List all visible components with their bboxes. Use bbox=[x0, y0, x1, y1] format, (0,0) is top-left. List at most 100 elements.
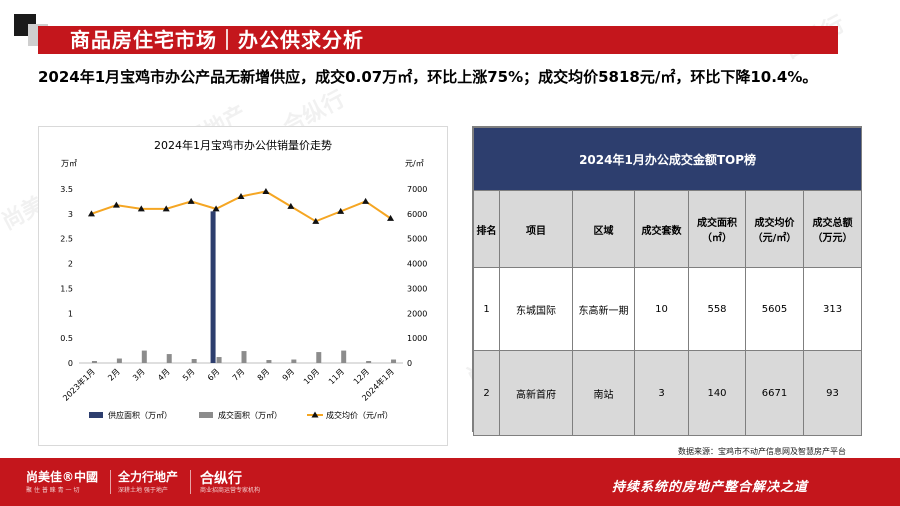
legend-label: 成交均价（元/㎡） bbox=[326, 410, 393, 420]
y2-tick-label: 2000 bbox=[407, 309, 427, 318]
x-tick-label: 7月 bbox=[231, 367, 247, 383]
avg-price-point bbox=[362, 197, 370, 204]
deal-area-bar bbox=[341, 350, 347, 363]
deal-area-bar bbox=[316, 352, 322, 363]
table-row: 2 高新首府 南站 3 140 6671 93 bbox=[473, 350, 863, 436]
y2-axis-unit: 元/㎡ bbox=[405, 159, 424, 168]
chart-panel: 2024年1月宝鸡市办公供销量价走势 万㎡ 元/㎡ 0 0.5 1 1.5 2 2.5 3 3… bbox=[38, 126, 448, 446]
avg-price-point bbox=[237, 192, 245, 199]
deal-area-bar bbox=[366, 361, 372, 363]
legend-swatch bbox=[199, 412, 213, 418]
brand-tagline: 商业招商运营专家机构 bbox=[200, 487, 261, 494]
deal-area-bar bbox=[191, 359, 197, 363]
y2-tick-label: 0 bbox=[407, 359, 412, 368]
cell-project: 东城国际 bbox=[499, 267, 573, 351]
footer-bar: 尚美佳®中國 聚 住 普 睐 青 一 切 全力行地产 深耕土地 强于地产 合纵行… bbox=[0, 458, 900, 506]
deal-area-bar bbox=[266, 360, 272, 363]
x-tick-label: 5月 bbox=[181, 367, 197, 383]
cell-district: 东高新一期 bbox=[572, 267, 635, 351]
col-header-units: 成交套数 bbox=[634, 190, 689, 268]
col-header-area: 成交面积（㎡） bbox=[688, 190, 746, 268]
avg-price-point bbox=[137, 205, 145, 212]
table-row: 1 东城国际 东高新一期 10 558 5605 313 bbox=[473, 267, 863, 351]
col-header-district: 区域 bbox=[572, 190, 635, 268]
deal-area-bar bbox=[291, 359, 297, 363]
y-axis-unit: 万㎡ bbox=[61, 159, 77, 168]
avg-price-point bbox=[312, 217, 320, 224]
deal-area-bar bbox=[91, 361, 97, 363]
avg-price-point bbox=[287, 202, 295, 209]
avg-price-point bbox=[162, 205, 170, 212]
deal-area-bar bbox=[141, 350, 147, 363]
brand-divider bbox=[190, 470, 191, 494]
cell-total: 93 bbox=[802, 350, 863, 436]
avg-price-point bbox=[112, 201, 120, 208]
avg-price-point bbox=[187, 197, 195, 204]
cell-units: 3 bbox=[634, 350, 689, 436]
chart-title: 2024年1月宝鸡市办公供销量价走势 bbox=[154, 138, 332, 152]
x-tick-label: 6月 bbox=[206, 367, 222, 383]
y2-tick-label: 3000 bbox=[407, 284, 427, 293]
col-header-avg-price: 成交均价（元/㎡） bbox=[745, 190, 804, 268]
brand-logo-hezongxing: 合纵行 bbox=[200, 471, 242, 487]
brand-tagline: 聚 住 普 睐 青 一 切 bbox=[26, 487, 80, 494]
data-source-note: 数据来源：宝鸡市不动产信息网及智慧房产平台 bbox=[678, 447, 846, 456]
supply-area-bar bbox=[210, 211, 216, 363]
deal-area-bar bbox=[241, 351, 247, 363]
cell-project: 高新首府 bbox=[499, 350, 573, 436]
cell-avg-price: 6671 bbox=[745, 350, 804, 436]
y-tick-label: 1.5 bbox=[60, 284, 73, 293]
x-tick-label: 8月 bbox=[256, 367, 272, 383]
avg-price-point bbox=[337, 207, 345, 214]
deal-area-bar bbox=[166, 354, 172, 363]
y2-tick-label: 6000 bbox=[407, 210, 427, 219]
deal-area-bar bbox=[116, 358, 122, 363]
col-header-total: 成交总额（万元） bbox=[802, 190, 863, 268]
avg-price-point bbox=[387, 214, 395, 221]
x-tick-label: 11月 bbox=[327, 367, 346, 386]
summary-text: 2024年1月宝鸡市办公产品无新增供应，成交0.07万㎡，环比上涨75%；成交均… bbox=[38, 68, 818, 86]
avg-price-point bbox=[262, 187, 270, 194]
brand-logo-quanlixing: 全力行地产 bbox=[118, 470, 179, 484]
col-header-project: 项目 bbox=[499, 190, 573, 268]
x-tick-label: 2月 bbox=[106, 367, 122, 383]
header-bar bbox=[38, 26, 838, 54]
brand-divider bbox=[110, 470, 111, 494]
x-tick-label: 2023年1月 bbox=[60, 366, 96, 402]
y2-tick-label: 7000 bbox=[407, 185, 427, 194]
cell-area: 558 bbox=[688, 267, 746, 351]
cell-avg-price: 5605 bbox=[745, 267, 804, 351]
x-tick-label: 4月 bbox=[156, 367, 172, 383]
legend-swatch bbox=[89, 412, 103, 418]
y-tick-label: 2 bbox=[68, 260, 73, 269]
cell-district: 南站 bbox=[572, 350, 635, 436]
top-deals-table: 2024年1月办公成交金额TOP榜 排名 项目 区域 成交套数 成交面积（㎡） … bbox=[472, 127, 863, 436]
y-tick-label: 0.5 bbox=[60, 334, 73, 343]
brand-logo-shangmeijia: 尚美佳®中國 bbox=[26, 470, 99, 484]
x-tick-label: 12月 bbox=[352, 367, 371, 386]
brand-tagline: 深耕土地 强于地产 bbox=[118, 487, 168, 494]
y2-tick-label: 1000 bbox=[407, 334, 427, 343]
cell-rank: 1 bbox=[473, 267, 500, 351]
cell-total: 313 bbox=[802, 267, 863, 351]
avg-price-point bbox=[212, 205, 220, 212]
page-title: 商品房住宅市场｜办公供求分析 bbox=[70, 28, 364, 52]
footer-slogan: 持续系统的房地产整合解决之道 bbox=[612, 480, 809, 495]
y-tick-label: 0 bbox=[68, 359, 73, 368]
y2-tick-label: 5000 bbox=[407, 235, 427, 244]
deal-area-bar bbox=[391, 359, 397, 363]
table-title: 2024年1月办公成交金额TOP榜 bbox=[472, 127, 863, 191]
cell-rank: 2 bbox=[473, 350, 500, 436]
y-tick-label: 2.5 bbox=[60, 235, 73, 244]
legend-label: 供应面积（万㎡） bbox=[108, 410, 172, 420]
top-deals-table-panel: 2024年1月办公成交金额TOP榜 排名 项目 区域 成交套数 成交面积（㎡） … bbox=[472, 126, 863, 436]
legend-marker bbox=[311, 411, 319, 418]
y-tick-label: 3 bbox=[68, 210, 73, 219]
cell-units: 10 bbox=[634, 267, 689, 351]
deal-area-bar bbox=[216, 357, 222, 363]
legend-label: 成交面积（万㎡） bbox=[218, 410, 282, 420]
avg-price-point bbox=[87, 210, 95, 217]
y-tick-label: 1 bbox=[68, 309, 73, 318]
x-tick-label: 3月 bbox=[131, 367, 147, 383]
x-tick-label: 10月 bbox=[302, 367, 321, 386]
